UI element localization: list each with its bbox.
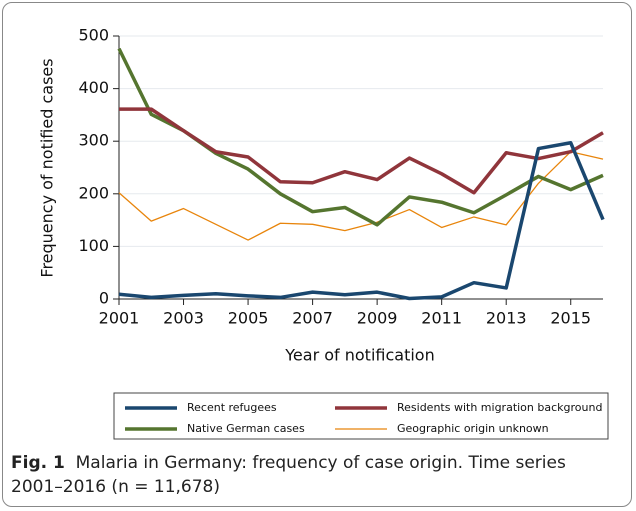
y-axis-title: Frequency of notified cases [38,58,57,277]
series-line [119,107,604,195]
y-tick-label: 0 [99,289,109,308]
x-axis-title: Year of notification [284,346,434,365]
legend-label: Residents with migration background [397,401,602,414]
y-tick-label: 500 [78,26,109,45]
series-line [118,141,605,301]
y-tick-label: 200 [78,183,109,202]
series-line [118,151,604,241]
y-tick-label: 400 [78,78,109,97]
y-tick-label: 100 [78,236,109,255]
x-tick-label: 2001 [99,309,140,328]
x-tick-label: 2009 [357,309,398,328]
x-tick-label: 2007 [292,309,333,328]
x-tick-label: 2003 [163,309,204,328]
x-tick-label: 2015 [550,309,591,328]
caption-label: Fig. 1 [11,453,65,473]
caption: Fig. 1 Malaria in Germany: frequency of … [11,451,611,499]
caption-text: Malaria in Germany: frequency of case or… [11,453,566,497]
chart: Year of notification Frequency of notifi… [38,26,609,440]
legend-label: Native German cases [187,422,305,435]
legend-box [113,392,609,440]
x-tick-label: 2005 [228,309,269,328]
x-tick-label: 2013 [486,309,527,328]
y-tick-label: 300 [78,131,109,150]
figure: Year of notification Frequency of notifi… [2,2,632,507]
legend-label: Geographic origin unknown [397,422,549,435]
x-tick-label: 2011 [421,309,462,328]
legend-label: Recent refugees [187,401,277,414]
